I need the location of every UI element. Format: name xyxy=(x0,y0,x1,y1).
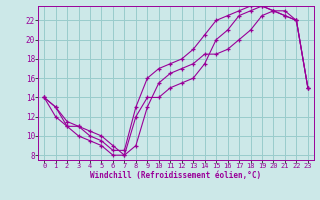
X-axis label: Windchill (Refroidissement éolien,°C): Windchill (Refroidissement éolien,°C) xyxy=(91,171,261,180)
